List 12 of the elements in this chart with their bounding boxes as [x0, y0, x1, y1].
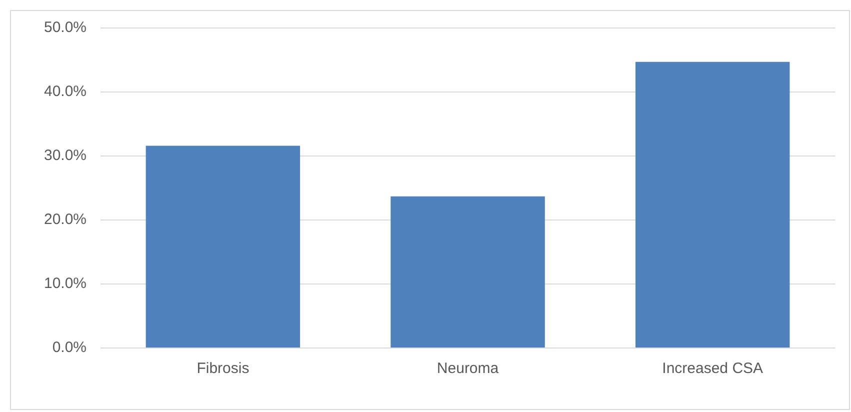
bar: [146, 146, 300, 348]
y-tick-label: 30.0%: [44, 147, 87, 164]
x-tick-label: Increased CSA: [662, 360, 764, 378]
bar: [635, 62, 790, 348]
y-tick-label: 10.0%: [44, 275, 87, 292]
y-tick-label: 40.0%: [44, 83, 87, 100]
x-tick-label: Fibrosis: [196, 360, 250, 378]
y-tick-label: 20.0%: [44, 211, 87, 228]
y-tick-label: 0.0%: [52, 339, 87, 356]
bar: [390, 196, 545, 348]
x-tick-label: Neuroma: [436, 360, 500, 378]
y-tick-label: 50.0%: [44, 19, 87, 36]
